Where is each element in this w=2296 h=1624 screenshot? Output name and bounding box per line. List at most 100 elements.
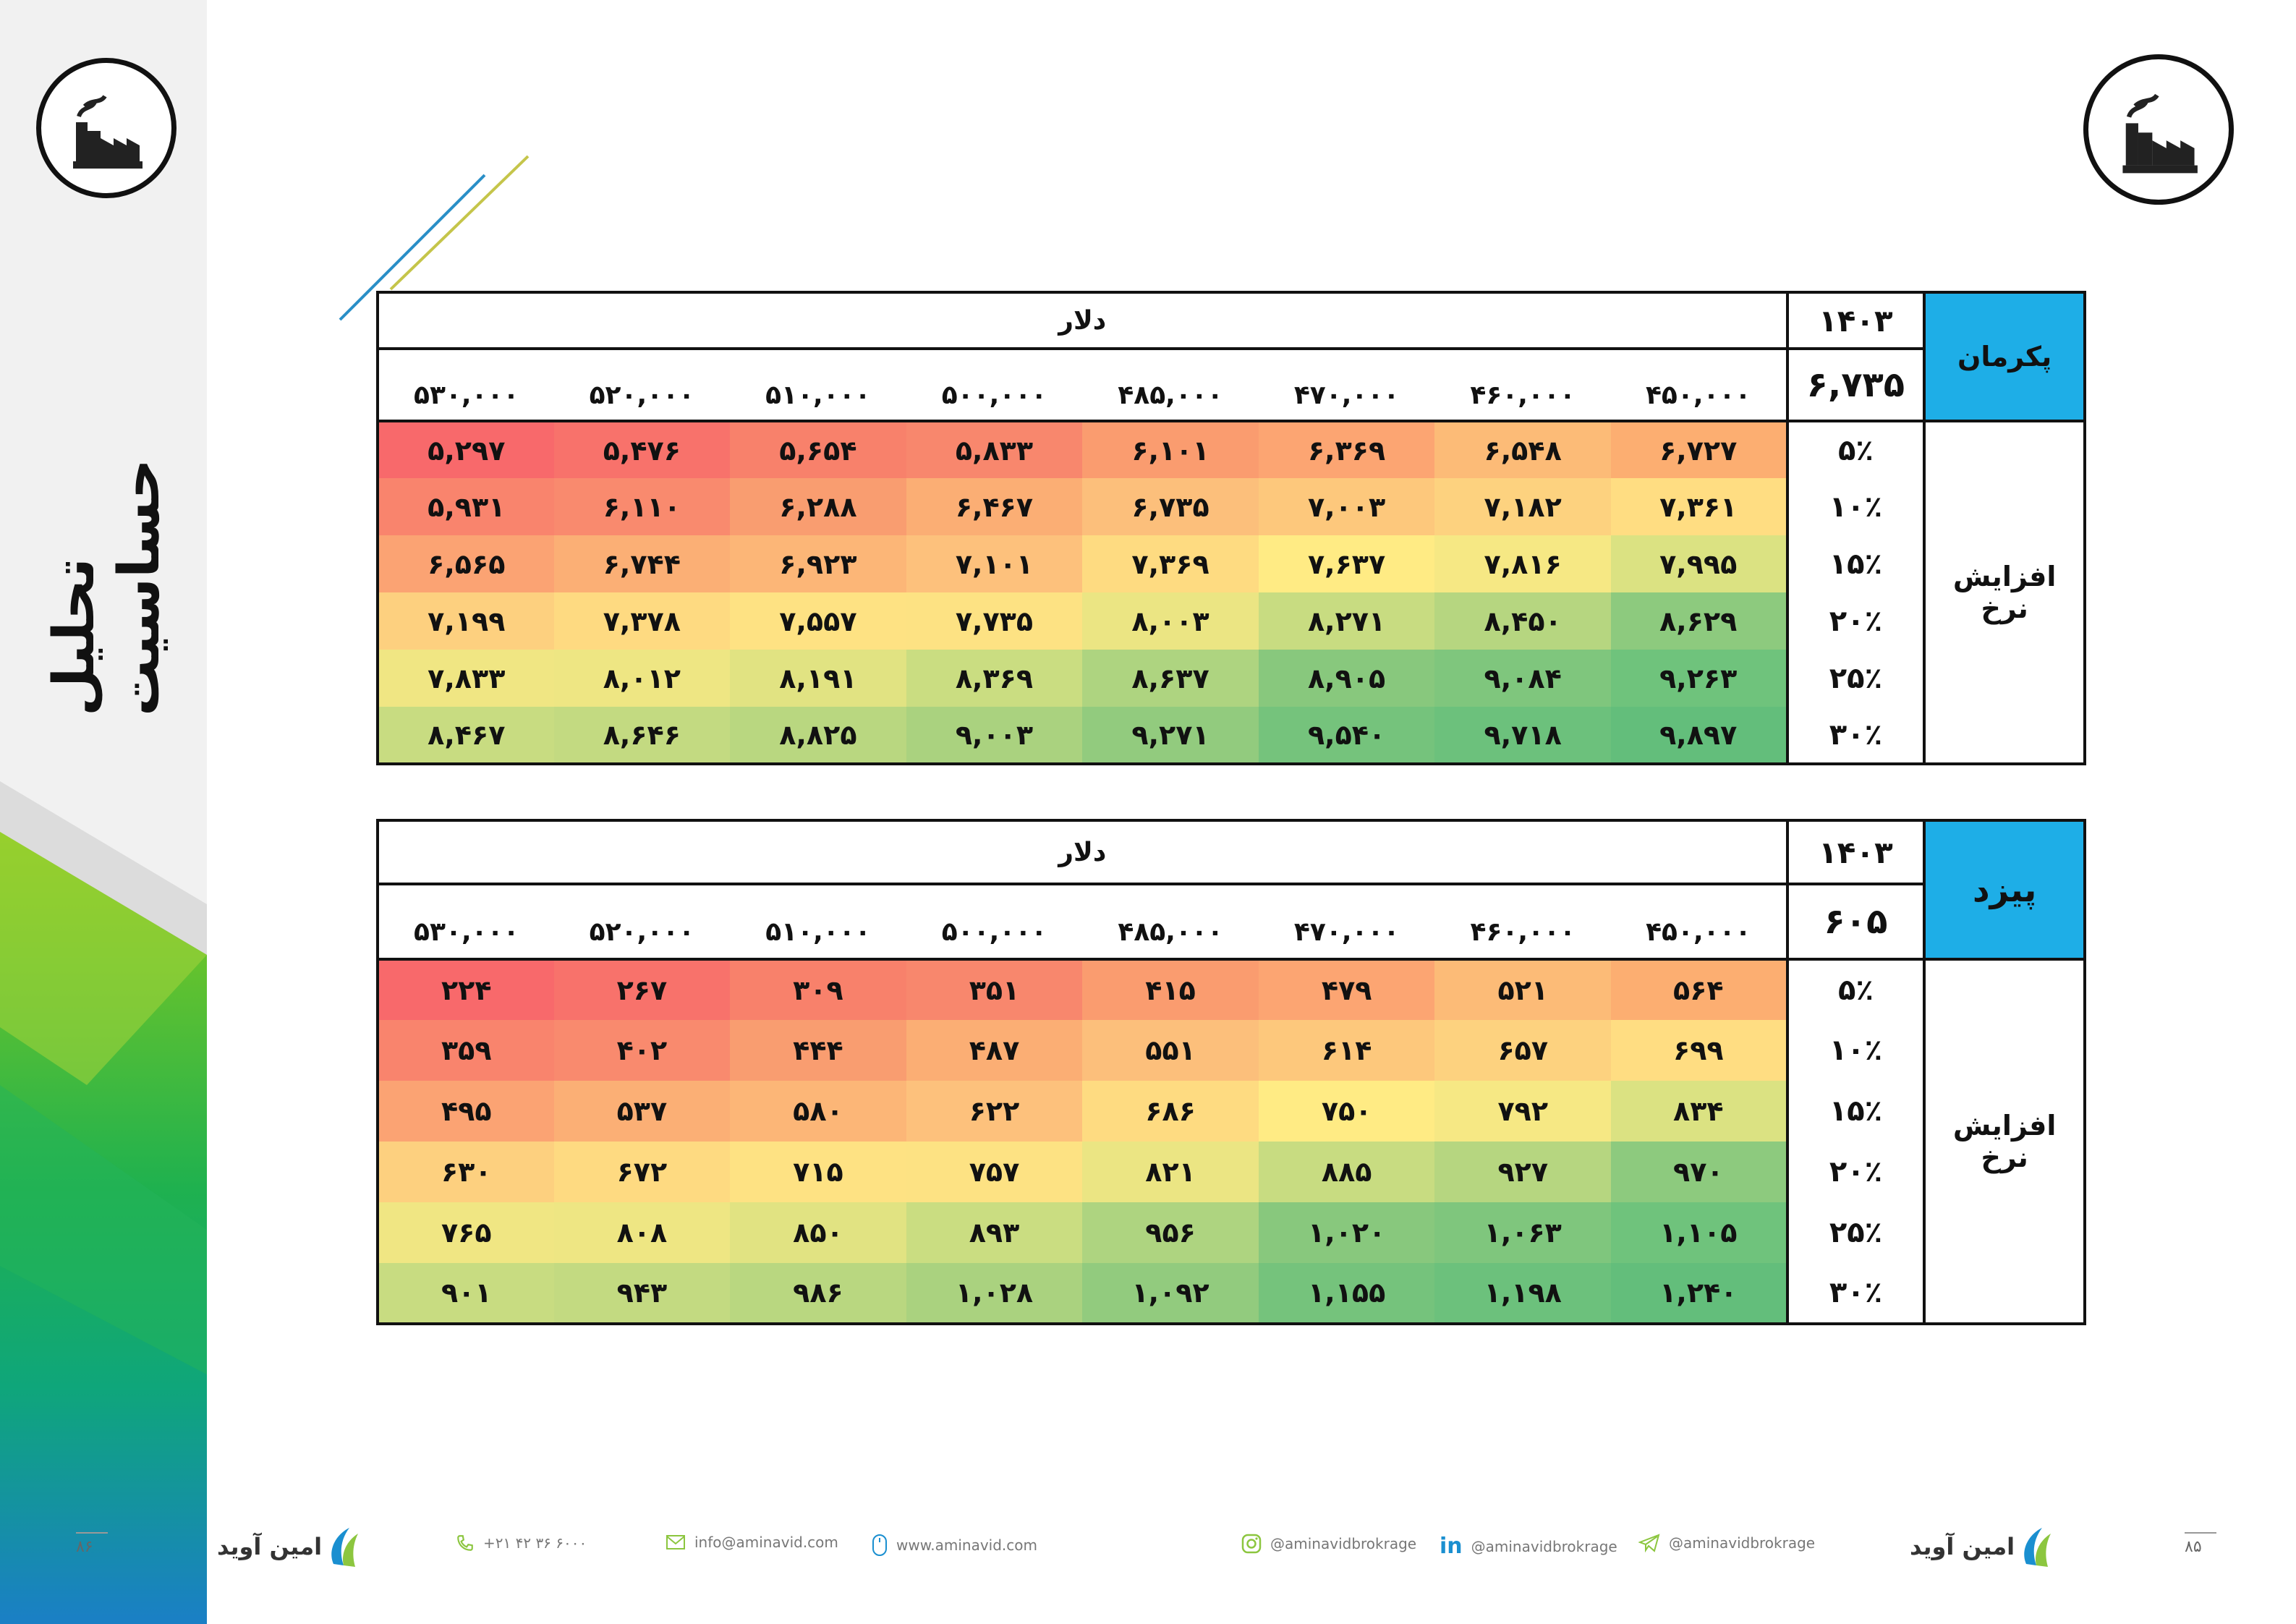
brand-mark-icon xyxy=(2024,1528,2051,1567)
rate-percent: ۱۵٪ xyxy=(1785,535,1926,592)
column-header: ۴۶۰,۰۰۰ xyxy=(1434,349,1611,422)
column-header: ۵۳۰,۰۰۰ xyxy=(376,884,554,961)
value-cell: ۶۹۹ xyxy=(1611,1020,1787,1081)
sidebar-decoration xyxy=(0,781,207,1624)
value-cell: ۷۵۷ xyxy=(906,1142,1083,1202)
footer-telegram[interactable]: @aminavidbrokrage xyxy=(1638,1534,1815,1552)
value-cell: ۶۵۷ xyxy=(1434,1020,1612,1081)
footer-email-text: info@aminavid.com xyxy=(694,1534,838,1551)
value-cell: ۱,۰۲۸ xyxy=(906,1263,1083,1325)
footer-phone[interactable]: +۲۱ ۴۲ ۳۶ ۶۰۰۰ xyxy=(456,1534,587,1552)
value-cell: ۹,۲۶۳ xyxy=(1610,650,1787,707)
column-header: ۵۲۰,۰۰۰ xyxy=(553,884,731,961)
value-cell: ۶۸۶ xyxy=(1082,1081,1259,1142)
value-cell: ۸,۳۶۹ xyxy=(906,650,1083,707)
value-cell: ۱,۰۹۲ xyxy=(1082,1263,1259,1325)
rate-percent: ۱۵٪ xyxy=(1785,1081,1926,1142)
column-header: ۴۶۰,۰۰۰ xyxy=(1434,884,1612,961)
value-cell: ۷,۱۹۹ xyxy=(376,592,554,650)
factory-logo xyxy=(36,58,177,198)
column-header: ۴۵۰,۰۰۰ xyxy=(1610,349,1787,422)
footer-phone-text: +۲۱ ۴۲ ۳۶ ۶۰۰۰ xyxy=(483,1534,587,1552)
value-cell: ۱,۱۹۸ xyxy=(1434,1263,1612,1325)
value-cell: ۸,۶۲۹ xyxy=(1610,592,1787,650)
value-cell: ۶,۷۴۴ xyxy=(553,535,731,592)
value-cell: ۶۷۲ xyxy=(553,1142,731,1202)
value-cell: ۹,۷۱۸ xyxy=(1434,707,1611,765)
value-cell: ۵۸۰ xyxy=(730,1081,906,1142)
value-cell: ۴۷۹ xyxy=(1258,959,1435,1020)
column-header: ۴۸۵,۰۰۰ xyxy=(1082,349,1259,422)
sidebar-page-number: ۸۶ xyxy=(76,1532,108,1556)
value-cell: ۲۲۴ xyxy=(376,959,554,1020)
footer-website-text: www.aminavid.com xyxy=(896,1536,1037,1554)
value-cell: ۵,۶۵۴ xyxy=(730,421,906,478)
value-cell: ۸,۰۰۳ xyxy=(1082,592,1259,650)
year-cell: ۱۴۰۳ xyxy=(1785,819,1926,885)
decorative-lines xyxy=(339,155,530,321)
value-cell: ۸,۲۷۱ xyxy=(1258,592,1435,650)
value-cell: ۲۶۷ xyxy=(553,959,731,1020)
value-cell: ۴۸۷ xyxy=(906,1020,1083,1081)
currency-label: دلار xyxy=(376,819,1789,885)
footer-instagram-text: @aminavidbrokrage xyxy=(1270,1535,1417,1552)
value-cell: ۷,۵۵۷ xyxy=(730,592,906,650)
value-cell: ۹۲۷ xyxy=(1434,1142,1612,1202)
footer-telegram-text: @aminavidbrokrage xyxy=(1669,1534,1816,1552)
footer-instagram[interactable]: @aminavidbrokrage xyxy=(1241,1534,1416,1554)
year-cell: ۱۴۰۳ xyxy=(1785,291,1926,350)
value-cell: ۴۱۵ xyxy=(1082,959,1259,1020)
value-cell: ۴۴۴ xyxy=(730,1020,906,1081)
rate-percent: ۱۰٪ xyxy=(1785,1020,1926,1081)
footer-email[interactable]: info@aminavid.com xyxy=(666,1534,838,1551)
value-cell: ۳۵۹ xyxy=(376,1020,554,1081)
rate-percent: ۲۰٪ xyxy=(1785,1142,1926,1202)
value-cell: ۵۶۴ xyxy=(1611,959,1787,1020)
value-cell: ۷۵۰ xyxy=(1258,1081,1435,1142)
value-cell: ۷,۰۰۳ xyxy=(1258,478,1435,535)
footer-website[interactable]: www.aminavid.com xyxy=(872,1534,1037,1557)
value-cell: ۹۴۳ xyxy=(553,1263,731,1325)
value-cell: ۶,۲۸۸ xyxy=(730,478,906,535)
value-cell: ۷,۸۳۳ xyxy=(376,650,554,707)
company-name: پکرمان xyxy=(1923,291,2086,422)
column-header: ۴۷۰,۰۰۰ xyxy=(1258,884,1435,961)
value-cell: ۶,۵۶۵ xyxy=(376,535,554,592)
value-cell: ۵,۸۳۳ xyxy=(906,421,1083,478)
footer-linkedin[interactable]: in @aminavidbrokrage xyxy=(1440,1534,1617,1559)
value-cell: ۸,۸۲۵ xyxy=(730,707,906,765)
value-cell: ۶,۴۶۷ xyxy=(906,478,1083,535)
sidebar: تحلیل حساسیت ۸۶ xyxy=(0,0,207,1624)
footer-linkedin-text: @aminavidbrokrage xyxy=(1471,1537,1617,1555)
value-cell: ۸,۴۶۷ xyxy=(376,707,554,765)
value-cell: ۷,۳۷۸ xyxy=(553,592,731,650)
value-cell: ۴۹۵ xyxy=(376,1081,554,1142)
rate-percent: ۲۰٪ xyxy=(1785,592,1926,650)
column-header: ۴۷۰,۰۰۰ xyxy=(1258,349,1435,422)
value-cell: ۷,۸۱۶ xyxy=(1434,535,1611,592)
value-cell: ۵,۲۹۷ xyxy=(376,421,554,478)
value-cell: ۶,۷۲۷ xyxy=(1610,421,1787,478)
sensitivity-table-pakerman: دلار ۱۴۰۳ پکرمان ۵۳۰,۰۰۰ ۵۲۰,۰۰۰ ۵۱۰,۰۰۰… xyxy=(376,291,2086,765)
value-cell: ۷,۹۹۵ xyxy=(1610,535,1787,592)
instagram-icon xyxy=(1241,1534,1262,1554)
page-title: تحلیل حساسیت xyxy=(42,459,172,716)
value-cell: ۱,۲۴۰ xyxy=(1611,1263,1787,1325)
value-cell: ۷,۶۳۷ xyxy=(1258,535,1435,592)
value-cell: ۸۲۱ xyxy=(1082,1142,1259,1202)
value-cell: ۸۸۵ xyxy=(1258,1142,1435,1202)
telegram-icon xyxy=(1638,1534,1660,1552)
factory-icon xyxy=(73,95,143,169)
footer-page-number: ۸۵ xyxy=(2185,1532,2216,1556)
column-header: ۴۸۵,۰۰۰ xyxy=(1082,884,1259,961)
factory-logo-top xyxy=(2083,54,2234,205)
value-cell: ۹,۲۷۱ xyxy=(1082,707,1259,765)
value-cell: ۷۶۵ xyxy=(376,1202,554,1263)
rate-percent: ۵٪ xyxy=(1785,421,1926,478)
value-cell: ۶,۳۶۹ xyxy=(1258,421,1435,478)
factory-icon xyxy=(2122,93,2198,174)
column-header: ۴۵۰,۰۰۰ xyxy=(1611,884,1787,961)
base-price: ۶,۷۳۵ xyxy=(1785,347,1926,422)
value-cell: ۶,۵۴۸ xyxy=(1434,421,1611,478)
value-cell: ۹۵۶ xyxy=(1082,1202,1259,1263)
